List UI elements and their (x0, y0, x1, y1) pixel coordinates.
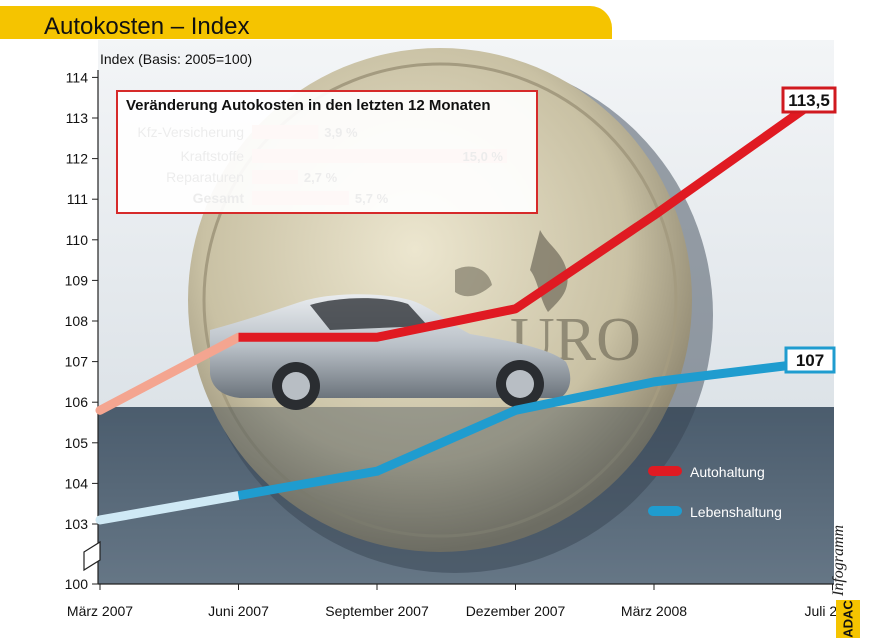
x-tick-label: März 2008 (621, 603, 687, 619)
y-tick-label: 111 (67, 191, 88, 207)
line-start-autohaltung (95, 332, 243, 415)
y-tick-label: 103 (65, 516, 89, 532)
legend-label-lebenshaltung: Lebenshaltung (690, 504, 782, 520)
legend-swatch-lebenshaltung (648, 506, 682, 516)
brand-adac-text: ADAC (840, 600, 856, 638)
series-lines (95, 94, 823, 525)
line-start-lebenshaltung (95, 491, 243, 525)
y-tick-label: 108 (65, 313, 89, 329)
y-tick-label: 112 (66, 151, 89, 167)
end-label-autohaltung: 113,5 (781, 86, 837, 114)
y-tick-label: 113 (66, 110, 89, 126)
y-axis-label: Index (Basis: 2005=100) (100, 51, 252, 67)
brand-adac-logo: ADAC (836, 600, 860, 638)
end-label-autohaltung-text: 113,5 (788, 91, 830, 110)
y-tick-label: 107 (65, 354, 89, 370)
x-tick-label: Juni 2007 (208, 603, 269, 619)
legend: Autohaltung Lebenshaltung (648, 464, 782, 520)
x-tick-label: März 2007 (67, 603, 133, 619)
title-bar: Autokosten – Index (0, 6, 612, 40)
line-autohaltung (238, 94, 823, 342)
inset-title: Veränderung Autokosten in den letzten 12… (126, 97, 491, 114)
y-tick-label: 109 (65, 272, 89, 288)
x-ticks: März 2007 Juni 2007 September 2007 Dezember… (67, 584, 861, 619)
y-axis-break-icon (83, 540, 101, 572)
car-image (210, 294, 571, 410)
legend-swatch-autohaltung (648, 466, 682, 476)
end-label-lebenshaltung: 107 (784, 346, 836, 374)
inset-box: Veränderung Autokosten in den letzten 12… (116, 90, 538, 214)
y-tick-label: 110 (66, 232, 89, 248)
end-label-lebenshaltung-text: 107 (796, 351, 824, 370)
y-ticks: 100 103 104 105 106 107 108 109 110 111 112 113 114 (65, 69, 98, 592)
line-lebenshaltung (237, 357, 821, 501)
brand-infogramm: Infogramm (830, 524, 847, 596)
page-title: Autokosten – Index (44, 13, 250, 40)
y-tick-label: 114 (66, 69, 89, 85)
brand: Infogramm ADAC (830, 470, 866, 640)
x-tick-label: September 2007 (325, 603, 429, 619)
y-tick-label: 104 (65, 475, 89, 491)
y-tick-label: 100 (65, 576, 89, 592)
y-tick-label: 105 (65, 435, 89, 451)
y-tick-label: 106 (65, 394, 89, 410)
x-tick-label: Dezember 2007 (466, 603, 566, 619)
legend-label-autohaltung: Autohaltung (690, 464, 765, 480)
